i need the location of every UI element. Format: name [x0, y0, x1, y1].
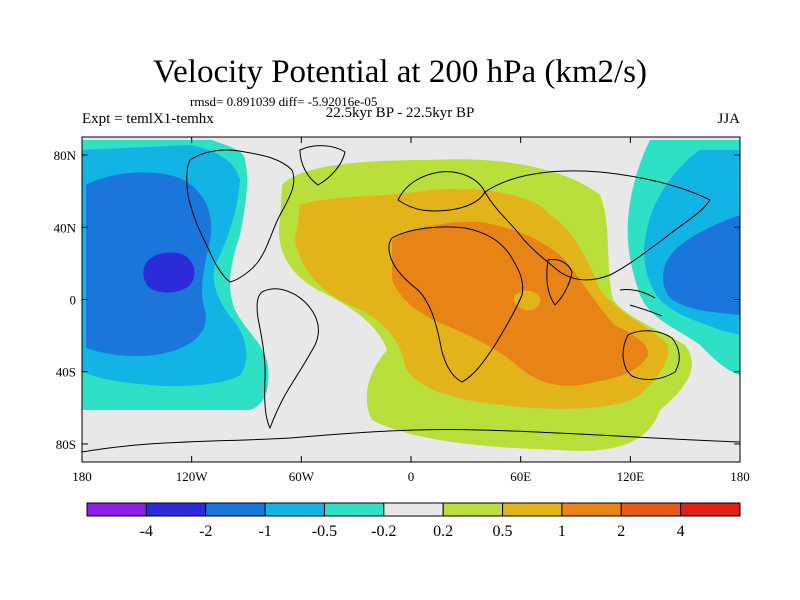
- experiment-label: Expt = temlX1-temhx: [82, 111, 214, 127]
- axis-ticks: 180 120W 60W 0 60E 120E 180 80N 40N 0 40S 80S: [54, 137, 750, 484]
- colorbar-box: [323, 502, 385, 517]
- contour-hole: [514, 290, 541, 311]
- stats-line: rmsd= 0.891039 diff= -5.92016e-05: [190, 94, 378, 109]
- lon-tick-label: 180: [730, 469, 750, 484]
- colorbar-labels: -4 -2 -1 -0.5 -0.2 0.2 0.5 1 2 4: [140, 523, 685, 540]
- chart-title: Velocity Potential at 200 hPa (km2/s): [152, 54, 648, 90]
- colorbar-label: 0.2: [433, 523, 453, 540]
- colorbar-box: [205, 502, 266, 517]
- colorbar-label: -0.5: [312, 523, 337, 540]
- colorbar-box: [680, 502, 741, 517]
- lon-tick-label: 60W: [289, 469, 315, 484]
- lon-tick-label: 0: [408, 469, 415, 484]
- colorbar-box: [442, 502, 504, 517]
- colorbar-label: 2: [617, 523, 625, 540]
- lat-tick-label: 80S: [56, 437, 76, 452]
- colorbar-label: 1: [558, 523, 566, 540]
- colorbar-label: -2: [199, 523, 212, 540]
- coastlines: [82, 145, 740, 453]
- contour-fields: [82, 137, 740, 462]
- colorbar-box: [145, 502, 207, 517]
- colorbar-label: 4: [677, 523, 685, 540]
- colorbar-box: [86, 502, 147, 517]
- lon-tick-label: 120E: [617, 469, 645, 484]
- colorbar-label: -1: [258, 523, 271, 540]
- lon-tick-label: 60E: [510, 469, 531, 484]
- colorbar-label: 0.5: [493, 523, 513, 540]
- period-label: 22.5kyr BP - 22.5kyr BP: [325, 105, 475, 121]
- lon-tick-label: 120W: [176, 469, 209, 484]
- colorbar-box: [264, 502, 325, 517]
- colorbar-boxes: [86, 502, 741, 517]
- colorbar-box: [561, 502, 622, 517]
- contour-neg-2-4-west: [143, 252, 195, 293]
- colorbar-box: [620, 502, 682, 517]
- contour-neg-1-2-east: [663, 215, 740, 315]
- lat-tick-label: 0: [70, 293, 77, 308]
- lon-tick-label: 180: [72, 469, 92, 484]
- lat-tick-label: 40N: [54, 220, 77, 235]
- colorbar-label: -0.2: [371, 523, 396, 540]
- colorbar-box: [502, 502, 563, 517]
- lat-tick-label: 40S: [56, 365, 76, 380]
- lat-tick-label: 80N: [54, 148, 77, 163]
- colorbar-box: [383, 502, 444, 517]
- colorbar-label: -4: [140, 523, 153, 540]
- season-label: JJA: [717, 111, 740, 127]
